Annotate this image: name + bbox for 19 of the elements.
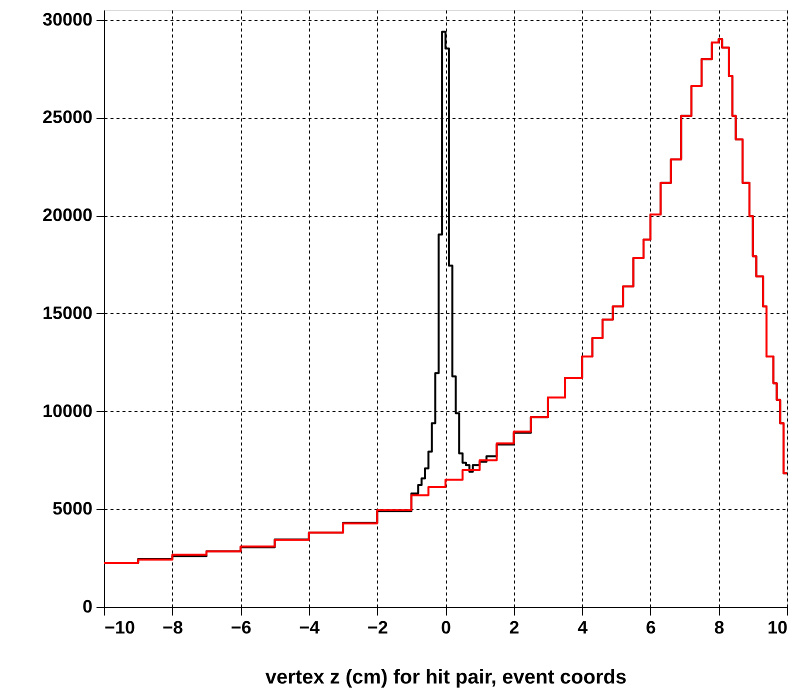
- x-tick-label: 8: [714, 618, 724, 638]
- x-tick-label: −2: [367, 618, 388, 638]
- y-tick-label: 0: [82, 596, 92, 616]
- y-tick-label: 20000: [42, 205, 92, 226]
- y-tick-label: 25000: [42, 107, 92, 128]
- y-tick-label: 5000: [52, 498, 92, 519]
- x-tick-label: 10: [767, 618, 788, 638]
- x-tick-label: 2: [509, 618, 520, 638]
- y-tick-label: 30000: [42, 9, 92, 30]
- x-tick-label: 6: [646, 618, 656, 638]
- x-tick-label: 4: [578, 618, 588, 638]
- x-tick-label: −8: [162, 618, 184, 638]
- y-tick-label: 15000: [42, 302, 92, 323]
- x-tick-label: −10: [104, 618, 136, 638]
- x-tick-label: −4: [299, 618, 320, 638]
- y-tick-label: 10000: [42, 400, 92, 421]
- x-axis-title: vertex z (cm) for hit pair, event coords: [265, 666, 627, 688]
- x-tick-label: −6: [230, 618, 252, 638]
- x-tick-label: 0: [440, 618, 452, 638]
